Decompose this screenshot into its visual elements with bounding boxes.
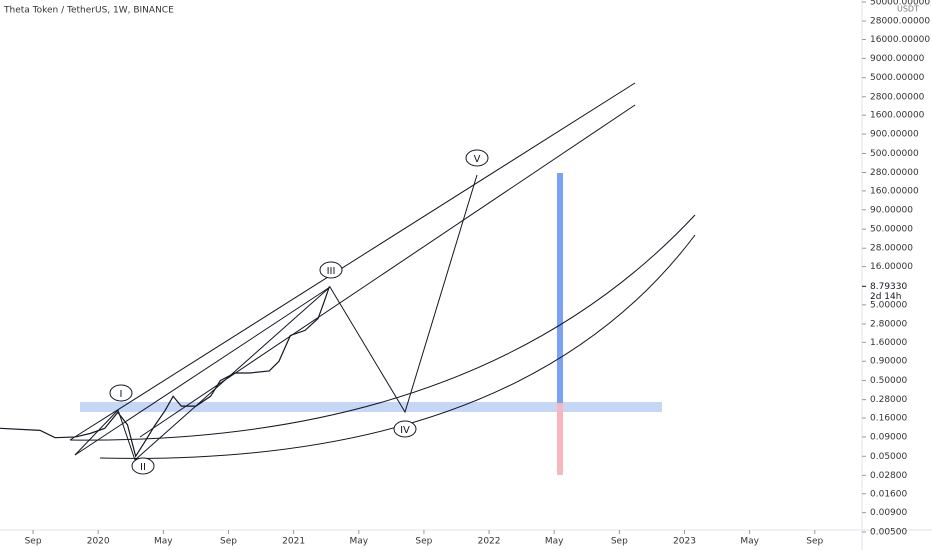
wave-label-circle — [393, 420, 417, 438]
y-tick-label: 9000.00000 — [870, 54, 925, 64]
x-tick-label: May — [154, 537, 173, 547]
x-tick-label: May — [349, 537, 368, 547]
x-tick-label: Sep — [806, 537, 823, 547]
trend-line — [74, 286, 331, 456]
x-tick-label: Sep — [415, 537, 432, 547]
y-tick-label: 1600.00000 — [870, 111, 925, 121]
y-tick-label: 0.09000 — [870, 432, 907, 442]
x-tick-label: May — [740, 537, 759, 547]
x-tick-label: May — [545, 537, 564, 547]
y-tick-label: 0.00500 — [870, 528, 907, 538]
x-tick-label: 2021 — [282, 537, 305, 547]
y-tick-label: 160.00000 — [870, 186, 919, 196]
y-tick-label: 28.00000 — [870, 244, 913, 254]
y-tick-label: 1.60000 — [870, 338, 907, 348]
y-tick-label: 2.80000 — [870, 319, 907, 329]
y-tick-label: 0.02800 — [870, 471, 907, 481]
countdown-label: 2d 14h — [870, 292, 901, 302]
y-tick-label: 280.00000 — [870, 168, 919, 178]
x-tick-label: Sep — [220, 537, 237, 547]
currency-label: USDT — [897, 5, 919, 14]
y-tick-label: 90.00000 — [870, 205, 913, 215]
x-tick-label: Sep — [611, 537, 628, 547]
y-tick-label: 5.00000 — [870, 300, 907, 310]
price-line — [0, 286, 331, 458]
wave-label: III — [327, 266, 336, 277]
chart-title: Theta Token / TetherUS, 1W, BINANCE — [3, 6, 174, 16]
y-tick-label: 0.90000 — [870, 357, 907, 367]
y-tick-label: 50000.00000 — [870, 0, 930, 8]
trend-line — [74, 409, 119, 456]
channel-upper — [69, 82, 636, 441]
y-tick-label: 0.01600 — [870, 489, 907, 499]
y-tick-label: 50.00000 — [870, 225, 913, 235]
wave-label: I — [120, 389, 123, 400]
curve-lower — [99, 234, 696, 459]
wave-label-circle — [109, 384, 133, 402]
y-tick-label: 500.00000 — [870, 149, 919, 159]
wave-label-circle — [131, 457, 155, 475]
last-price-label: 8.79330 — [870, 282, 907, 292]
wave-label: II — [140, 462, 146, 473]
y-tick-label: 0.16000 — [870, 414, 907, 424]
y-tick-label: 2800.00000 — [870, 92, 925, 102]
x-tick-label: 2023 — [673, 537, 696, 547]
wave-label: V — [474, 154, 481, 165]
y-tick-label: 0.50000 — [870, 376, 907, 386]
x-tick-label: Sep — [25, 537, 42, 547]
y-tick-label: 16000.00000 — [870, 35, 930, 45]
curve-upper — [69, 214, 696, 441]
channel-lower — [139, 104, 636, 438]
y-tick-label: 900.00000 — [870, 130, 919, 140]
wave-path — [117, 174, 478, 461]
y-tick-label: 0.05000 — [870, 452, 907, 462]
y-tick-label: 0.00900 — [870, 508, 907, 518]
x-tick-label: 2020 — [87, 537, 110, 547]
y-tick-label: 0.28000 — [870, 395, 907, 405]
wave-label: IV — [400, 425, 410, 436]
x-tick-label: 2022 — [478, 537, 501, 547]
long-target-bar — [557, 173, 563, 403]
support-zone — [80, 402, 662, 412]
wave-label-circle — [465, 149, 489, 167]
y-tick-label: 16.00000 — [870, 262, 913, 272]
y-tick-label: 28000.00000 — [870, 17, 930, 27]
wave-label-circle — [319, 261, 343, 279]
y-tick-label: 5000.00000 — [870, 73, 925, 83]
stop-bar — [557, 403, 563, 475]
